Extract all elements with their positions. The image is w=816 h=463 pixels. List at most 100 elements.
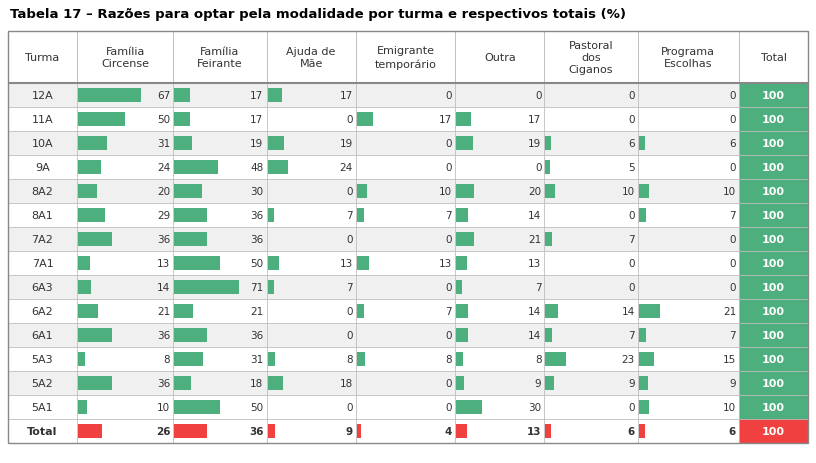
Bar	[456, 184, 473, 199]
Bar	[739, 108, 808, 131]
Bar	[175, 352, 202, 366]
Bar	[8, 347, 77, 371]
Text: 36: 36	[251, 234, 264, 244]
Bar	[637, 180, 739, 204]
Bar	[267, 156, 356, 180]
Bar	[456, 280, 462, 294]
Bar	[545, 376, 553, 390]
Bar	[637, 32, 739, 84]
Bar	[545, 137, 551, 151]
Bar	[544, 227, 637, 251]
Text: 5A2: 5A2	[32, 378, 53, 388]
Bar	[77, 371, 173, 395]
Text: 5: 5	[628, 163, 635, 173]
Bar	[175, 256, 220, 270]
Bar	[455, 156, 544, 180]
Text: 100: 100	[762, 163, 785, 173]
Bar	[739, 275, 808, 300]
Bar	[637, 323, 739, 347]
Text: 0: 0	[346, 234, 353, 244]
Bar	[739, 347, 808, 371]
Bar	[456, 400, 482, 414]
Bar	[8, 32, 808, 443]
Text: Emigrante
temporário: Emigrante temporário	[375, 46, 437, 69]
Text: 13: 13	[528, 258, 541, 269]
Bar	[267, 300, 356, 323]
Text: 0: 0	[534, 163, 541, 173]
Bar	[173, 84, 267, 108]
Text: 20: 20	[157, 187, 171, 197]
Bar	[267, 371, 356, 395]
Text: 7: 7	[446, 211, 452, 220]
Text: 0: 0	[346, 402, 353, 412]
Bar	[455, 84, 544, 108]
Text: 0: 0	[730, 258, 736, 269]
Text: 67: 67	[157, 91, 171, 101]
Bar	[267, 180, 356, 204]
Bar	[356, 419, 455, 443]
Bar	[78, 352, 86, 366]
Text: 0: 0	[628, 115, 635, 125]
Bar	[77, 227, 173, 251]
Bar	[455, 371, 544, 395]
Bar	[739, 395, 808, 419]
Text: 17: 17	[251, 91, 264, 101]
Text: 12A: 12A	[32, 91, 53, 101]
Bar	[455, 32, 544, 84]
Bar	[639, 137, 645, 151]
Bar	[267, 131, 356, 156]
Bar	[8, 275, 77, 300]
Text: 6A3: 6A3	[32, 282, 53, 292]
Text: Programa
Escolhas: Programa Escolhas	[661, 47, 716, 69]
Bar	[77, 180, 173, 204]
Text: 9: 9	[346, 426, 353, 436]
Text: 100: 100	[762, 187, 785, 197]
Text: 6A2: 6A2	[32, 307, 53, 316]
Bar	[173, 275, 267, 300]
Text: 6: 6	[730, 139, 736, 149]
Bar	[78, 280, 91, 294]
Text: 13: 13	[439, 258, 452, 269]
Bar	[544, 419, 637, 443]
Bar	[8, 204, 77, 227]
Text: 7: 7	[730, 330, 736, 340]
Text: 5A3: 5A3	[32, 354, 53, 364]
Bar	[455, 300, 544, 323]
Bar	[545, 304, 558, 319]
Bar	[175, 184, 202, 199]
Bar	[356, 84, 455, 108]
Bar	[545, 184, 555, 199]
Text: 8: 8	[346, 354, 353, 364]
Bar	[456, 304, 468, 319]
Bar	[173, 347, 267, 371]
Bar	[456, 376, 464, 390]
Text: 30: 30	[528, 402, 541, 412]
Text: 0: 0	[730, 234, 736, 244]
Text: 8: 8	[446, 354, 452, 364]
Bar	[268, 161, 289, 175]
Bar	[544, 32, 637, 84]
Bar	[173, 131, 267, 156]
Bar	[8, 395, 77, 419]
Text: 19: 19	[528, 139, 541, 149]
Bar	[739, 419, 808, 443]
Text: 8A2: 8A2	[32, 187, 53, 197]
Bar	[356, 275, 455, 300]
Bar	[77, 32, 173, 84]
Text: 6: 6	[628, 139, 635, 149]
Text: 24: 24	[339, 163, 353, 173]
Bar	[78, 113, 125, 127]
Text: 6: 6	[729, 426, 736, 436]
Bar	[545, 232, 552, 247]
Bar	[356, 323, 455, 347]
Text: 0: 0	[346, 187, 353, 197]
Text: 8A1: 8A1	[32, 211, 53, 220]
Bar	[356, 131, 455, 156]
Text: 0: 0	[628, 402, 635, 412]
Text: 17: 17	[528, 115, 541, 125]
Text: 14: 14	[622, 307, 635, 316]
Text: 36: 36	[157, 330, 171, 340]
Text: 14: 14	[528, 211, 541, 220]
Text: 17: 17	[439, 115, 452, 125]
Text: 7: 7	[346, 282, 353, 292]
